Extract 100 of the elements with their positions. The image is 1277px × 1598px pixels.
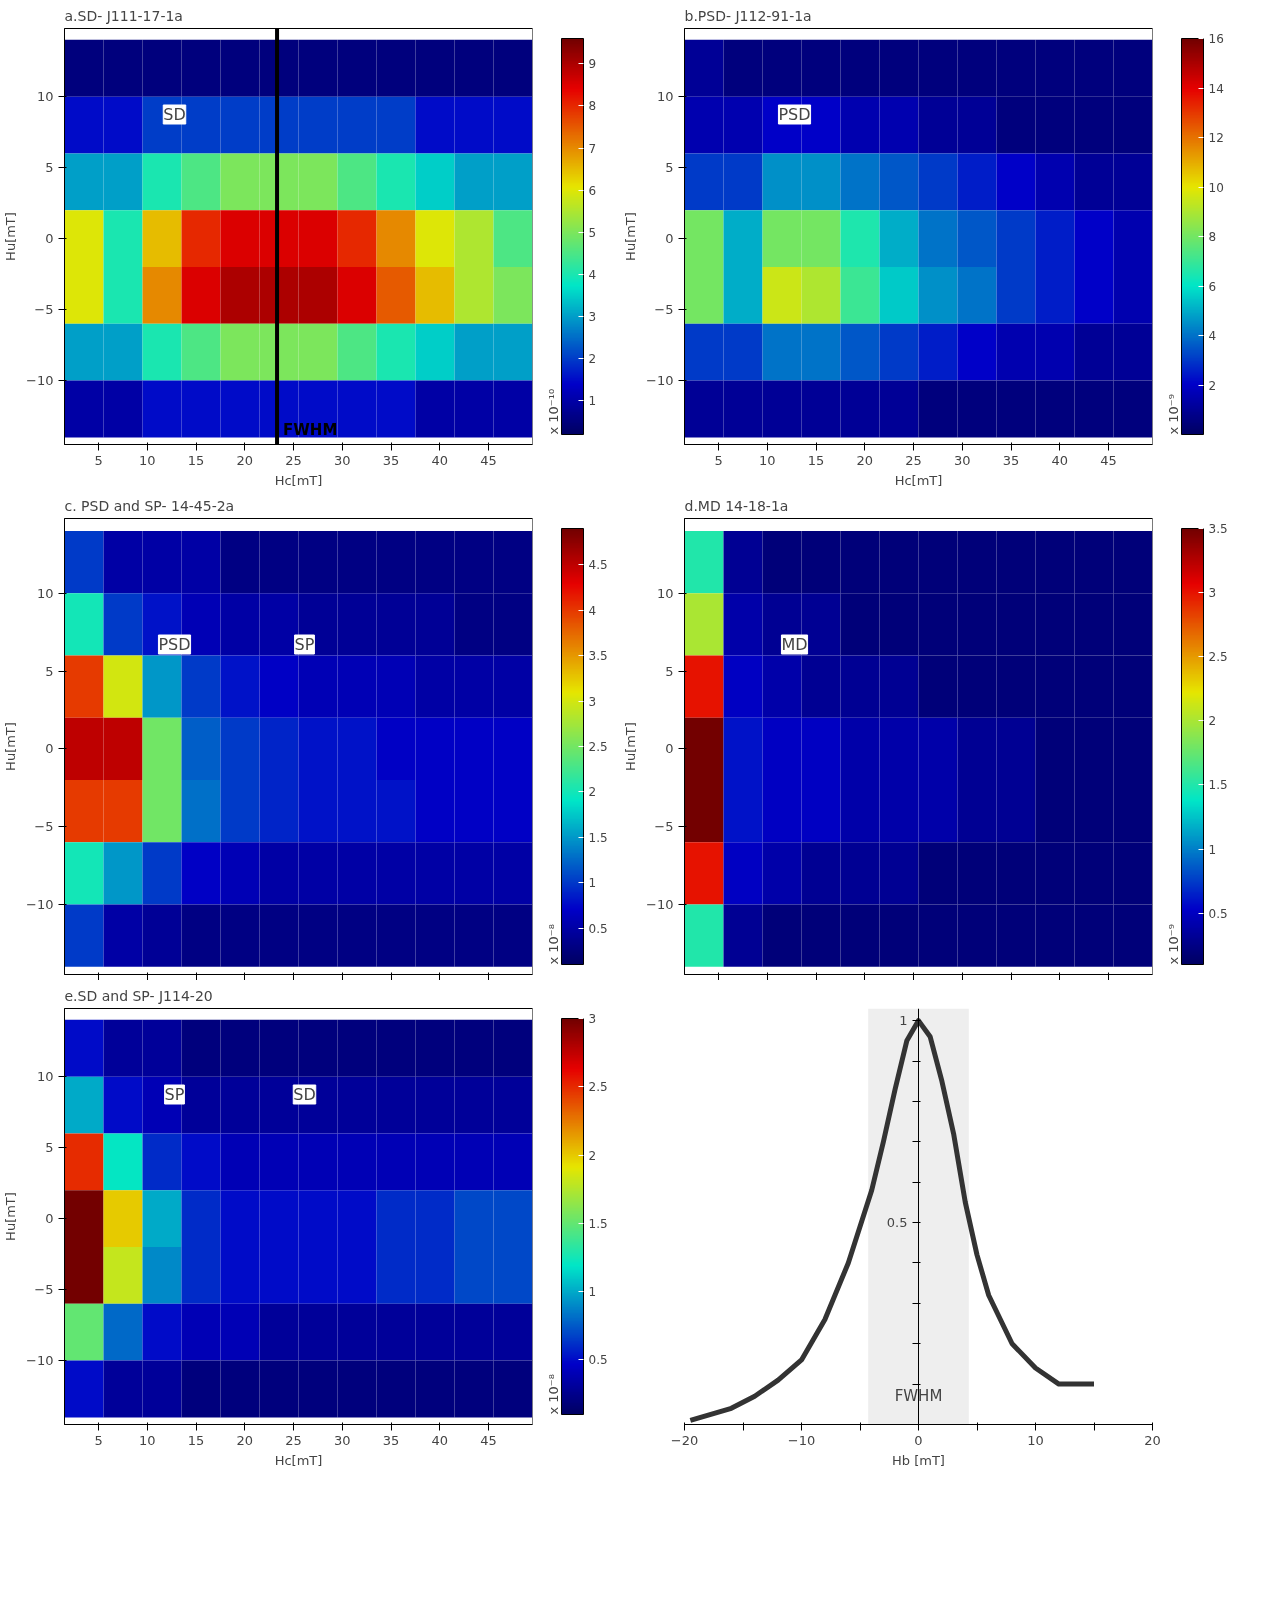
color-bar-label: 14 [1208, 81, 1224, 96]
annotation: PSD [158, 635, 191, 654]
y-tick-label: 5 [665, 160, 674, 176]
annotation: SP [164, 1085, 185, 1104]
color-bar-label: 0.5 [588, 1353, 608, 1368]
y-tick-label: −5 [34, 819, 54, 835]
color-bar-title: x 10⁻⁸ [545, 924, 561, 965]
y-tick-label: −10 [26, 1353, 54, 1369]
ref-line-label: FWHM [283, 420, 338, 439]
chart-title: a.SD- J111-17-1a [64, 7, 183, 24]
x-tick-label: 5 [714, 452, 723, 468]
color-bar-title: x 10⁻⁹ [1165, 394, 1181, 435]
y-tick-label: 5 [45, 1140, 54, 1156]
y-tick-label: 5 [45, 160, 54, 176]
color-bar-label: 16 [1208, 32, 1224, 46]
y-tick-label: −10 [646, 896, 674, 912]
x-tick-label: 40 [431, 1432, 449, 1448]
y-axis-title: Hu[mT] [3, 1192, 19, 1241]
x-tick-label: 5 [94, 1432, 103, 1448]
x-tick-label: 10 [1027, 1432, 1044, 1448]
x-tick-label: 15 [187, 452, 205, 468]
x-axis-title: Hb [mT] [892, 1452, 945, 1468]
color-bar-label: 4 [588, 267, 597, 282]
color-bar-label: 2.5 [1208, 650, 1228, 665]
y-tick-label: 0 [45, 741, 54, 757]
y-tick-label: 10 [36, 585, 54, 601]
y-tick-label: 0 [45, 1211, 54, 1227]
color-bar-label: 1.5 [588, 830, 608, 845]
y-tick-label: −5 [34, 302, 54, 318]
color-bar-label: 2 [1208, 378, 1217, 393]
color-bar-label: 0.5 [588, 921, 608, 936]
x-tick-label: 25 [285, 1432, 302, 1448]
x-tick-label: −10 [787, 1432, 816, 1448]
color-bar-label: 2 [1208, 714, 1217, 729]
y-tick-label: −10 [26, 373, 54, 389]
x-tick-label: 20 [236, 452, 254, 468]
annotation: SD [293, 1085, 316, 1104]
chart-title: e.SD and SP- J114-20 [64, 987, 213, 1004]
color-bar-label: 1 [588, 876, 597, 891]
chart-title: d.MD 14-18-1a [684, 497, 789, 514]
color-bar-label: 6 [588, 183, 597, 198]
annotation: MD [781, 635, 808, 654]
annotation: SP [294, 635, 315, 654]
color-bar-label: 7 [588, 141, 597, 156]
y-tick-label: −10 [646, 373, 674, 389]
color-bar-label: 3 [588, 694, 597, 709]
x-axis-title: Hc[mT] [274, 472, 323, 488]
y-tick-label: −5 [654, 819, 674, 835]
x-tick-label: 35 [382, 1432, 400, 1448]
color-bar-label: 2.5 [588, 740, 608, 754]
color-bar-label: 5 [588, 225, 597, 240]
color-bar-label: 1.5 [588, 1216, 608, 1231]
color-bar-label: 8 [588, 99, 597, 114]
color-bar-label: 2.5 [588, 1080, 608, 1095]
color-bar-label: 9 [588, 57, 597, 72]
annotation: PSD [778, 105, 811, 124]
color-bar-label: 2 [588, 352, 597, 367]
x-axis-title: Hc[mT] [894, 472, 943, 488]
color-bar-label: 3 [588, 1012, 597, 1026]
chart-title: c. PSD and SP- 14-45-2a [64, 497, 235, 514]
x-tick-label: 10 [139, 1432, 156, 1448]
x-tick-label: 5 [94, 452, 103, 468]
y-tick-label: 10 [656, 89, 674, 105]
x-tick-label: 45 [480, 1432, 497, 1448]
annotation: SD [163, 105, 186, 124]
y-axis-title: Hu[mT] [3, 722, 19, 771]
color-bar-label: 4 [588, 603, 597, 618]
chart-title: b.PSD- J112-91-1a [684, 7, 812, 24]
y-tick-label: 5 [665, 663, 674, 679]
color-bar-label: 1 [588, 1285, 597, 1300]
color-bar-title: x 10⁻⁸ [545, 1374, 561, 1415]
color-bar-title: x 10⁻⁹ [1165, 924, 1181, 965]
x-tick-label: 15 [187, 1432, 205, 1448]
x-axis-title: Hc[mT] [274, 1452, 323, 1468]
y-tick-label: 10 [36, 1069, 54, 1085]
x-tick-label: 10 [759, 452, 776, 468]
color-bar-label: 2 [588, 785, 597, 800]
y-tick-label: 10 [656, 585, 674, 601]
y-tick-label: −10 [26, 896, 54, 912]
x-tick-label: 25 [905, 452, 922, 468]
color-bar-title: x 10⁻¹⁰ [545, 388, 561, 435]
y-axis-title: Hu[mT] [623, 212, 639, 261]
x-tick-label: −20 [670, 1432, 699, 1448]
x-tick-label: 20 [1144, 1432, 1161, 1448]
y-tick-label: 0 [665, 231, 674, 247]
y-tick-label: −5 [34, 1282, 54, 1298]
color-bar-label: 3.5 [1208, 522, 1228, 536]
color-bar-label: 12 [1208, 131, 1224, 145]
color-bar-label: 1 [588, 394, 597, 409]
x-tick-label: 45 [1100, 452, 1117, 468]
x-tick-label: 30 [334, 1432, 351, 1448]
color-bar-label: 6 [1208, 279, 1217, 294]
x-tick-label: 45 [480, 452, 497, 468]
color-bar-label: 1 [1208, 842, 1217, 857]
color-bar-label: 3 [588, 310, 597, 325]
y-axis-title: Hu[mT] [623, 722, 639, 771]
color-bar-label: 10 [1208, 180, 1224, 195]
x-tick-label: 35 [1002, 452, 1020, 468]
x-tick-label: 20 [236, 1432, 254, 1448]
y-tick-label: 5 [45, 663, 54, 679]
